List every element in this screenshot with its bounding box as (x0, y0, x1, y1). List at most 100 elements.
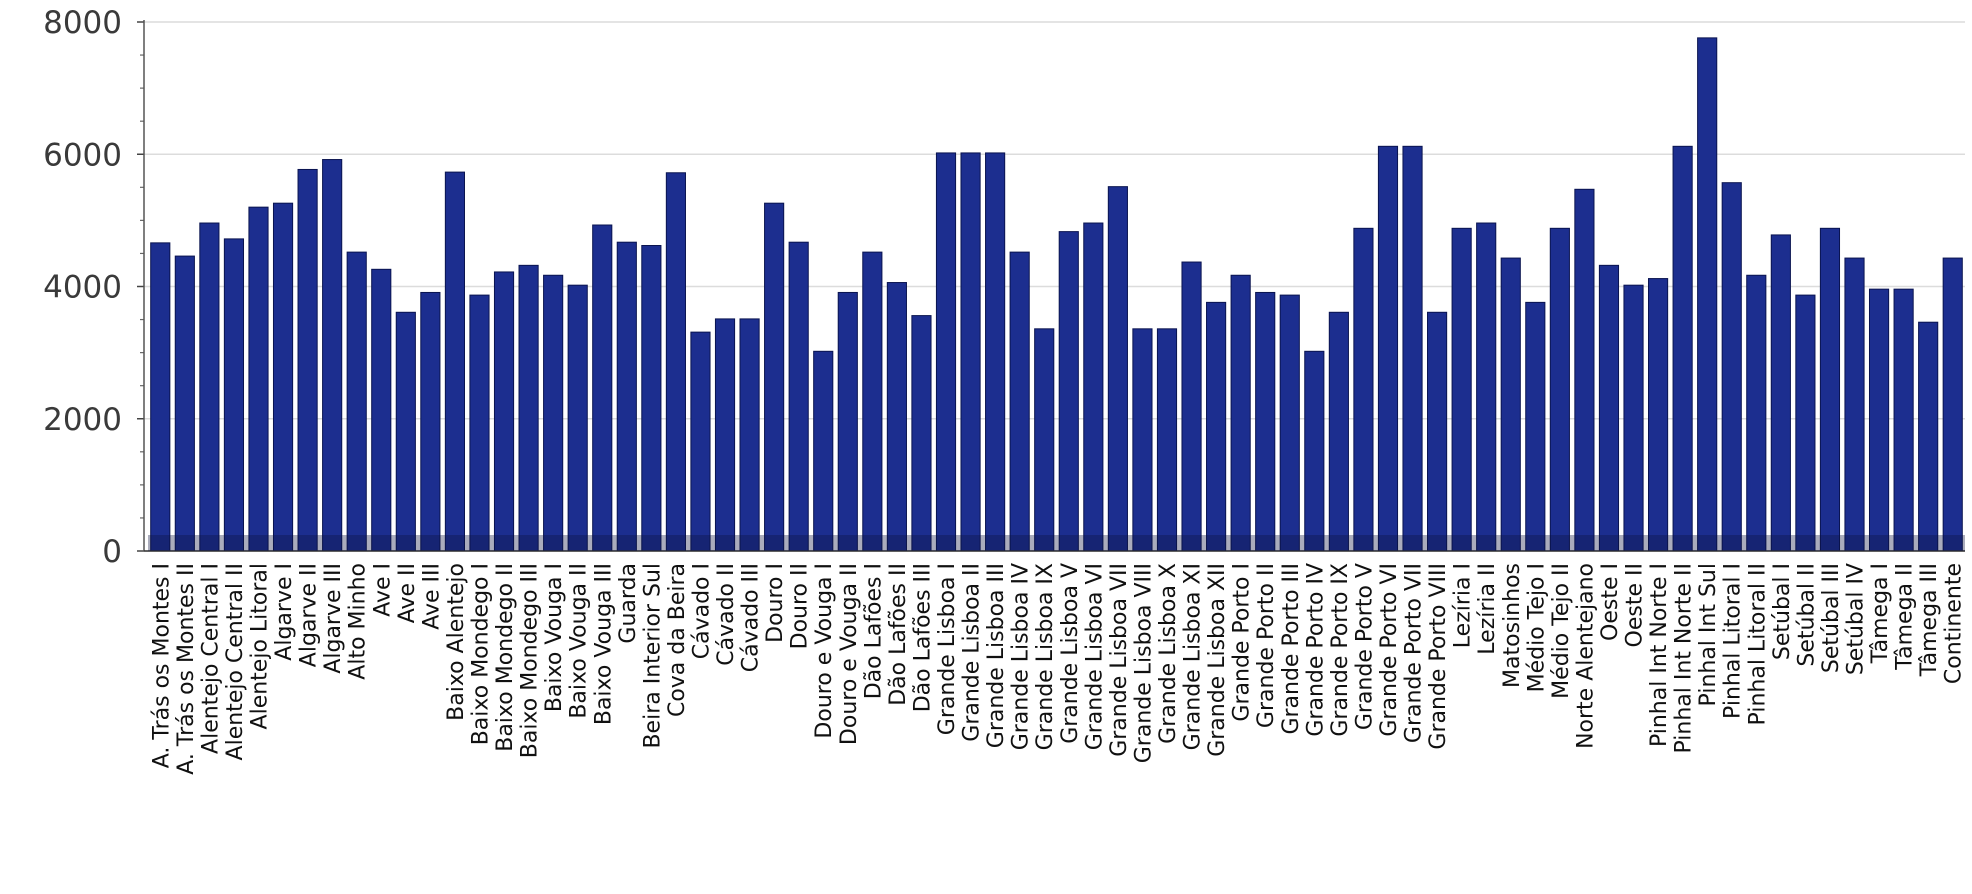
bar (1083, 222, 1104, 552)
x-tick-label: Alentejo Central II (223, 563, 248, 760)
x-tick-label: Ave II (395, 563, 420, 623)
bar (592, 224, 613, 552)
bar (690, 331, 711, 552)
x-tick-label: Alentejo Litoral (247, 563, 272, 729)
bar (1058, 231, 1079, 552)
bar (1107, 186, 1128, 552)
bar (1770, 234, 1791, 552)
bar (493, 271, 515, 552)
x-tick-label: Baixo Vouga III (591, 563, 616, 725)
x-tick-label: Grande Lisboa IV (1009, 563, 1034, 750)
x-tick-label: Baixo Mondego I (468, 563, 493, 745)
bar (272, 202, 294, 552)
bar (1918, 321, 1939, 552)
x-tick-label: Algarve II (297, 563, 322, 667)
bar (174, 255, 195, 552)
x-tick-label: Setúbal II (1794, 563, 1819, 667)
x-tick-label: Pinhal Int Norte II (1672, 563, 1697, 754)
x-tick-label: A. Trás os Montes I (149, 563, 174, 768)
x-tick-label: Alto Minho (346, 563, 371, 680)
bar (567, 284, 588, 552)
x-tick-label: Algarve I (272, 563, 297, 661)
x-tick-label: Grande Porto V (1352, 563, 1377, 730)
x-tick-label: Douro II (788, 563, 813, 649)
y-tick-label: 2000 (43, 402, 122, 438)
x-tick-label: Cávado II (714, 563, 739, 666)
x-tick-label: Tâmega III (1917, 563, 1942, 677)
x-tick-label: Grande Lisboa I (935, 563, 960, 735)
x-tick-label: Tâmega I (1868, 563, 1893, 664)
bar (1206, 301, 1227, 552)
bar (543, 274, 564, 552)
x-tick-label: Grande Lisboa II (960, 563, 985, 742)
y-axis: 0 2000 4000 6000 8000 (43, 5, 145, 570)
x-tick-label: Grande Lisboa VI (1082, 563, 1107, 750)
x-tick-label: Grande Lisboa XI (1181, 563, 1206, 750)
x-tick-label: Grande Lisboa V (1058, 563, 1083, 744)
x-tick-label: Lezíria II (1475, 563, 1500, 655)
bar (1427, 311, 1448, 552)
x-tick-label: Alentejo Central I (198, 563, 223, 754)
bar (886, 282, 907, 552)
bar (641, 245, 662, 552)
x-tick-label: Lezíria I (1451, 563, 1476, 648)
x-tick-label: Dão Lafões I (861, 563, 886, 699)
bar (665, 172, 686, 552)
x-tick-label: Norte Alentejano (1573, 563, 1598, 749)
x-tick-label: Douro e Vouga II (837, 563, 862, 745)
bar (764, 202, 785, 552)
bar (1647, 278, 1669, 552)
y-tick-label: 8000 (43, 5, 122, 41)
bar (1697, 37, 1718, 552)
x-tick-label: Cova da Beira (665, 563, 690, 717)
x-tick-label: Douro I (763, 563, 788, 643)
x-tick-label: Ave I (370, 563, 395, 617)
x-tick-label: Baixo Vouga II (567, 563, 592, 719)
bar (1156, 328, 1178, 552)
bar (518, 264, 539, 552)
x-tick-label: Grande Porto VIII (1426, 563, 1451, 750)
x-tick-label: Grande Lisboa VIII (1131, 563, 1156, 763)
bar (616, 241, 637, 552)
bar (1255, 291, 1276, 552)
bar (1328, 311, 1349, 552)
bar (837, 291, 858, 552)
x-tick-label: Matosinhos (1500, 563, 1525, 688)
bar (1623, 284, 1644, 552)
x-tick-label: Grande Porto VI (1377, 563, 1402, 737)
bar (1598, 264, 1620, 552)
bar (297, 168, 318, 552)
x-tick-label: Grande Lisboa IX (1033, 563, 1058, 750)
bar (1672, 145, 1693, 552)
x-tick-label: Guarda (616, 563, 641, 644)
x-tick-label: Grande Porto IX (1328, 563, 1353, 737)
bar (1942, 257, 1963, 552)
bar (444, 171, 466, 552)
bar (813, 350, 834, 552)
x-tick-label: Grande Porto II (1254, 563, 1279, 728)
x-tick-label: Dão Lafões III (910, 563, 935, 712)
bar (960, 152, 981, 552)
x-tick-label: Grande Lisboa XII (1205, 563, 1230, 757)
y-tick-label: 6000 (43, 137, 122, 173)
bar (346, 251, 367, 552)
bar (1721, 182, 1742, 552)
y-tick-label: 0 (102, 534, 122, 570)
x-tick-label: Grande Porto I (1230, 563, 1255, 722)
x-tick-label: Grande Porto VII (1402, 563, 1427, 743)
bar (322, 159, 343, 552)
x-tick-label: Tâmega II (1893, 563, 1918, 671)
x-tick-label: Grande Lisboa X (1156, 563, 1181, 744)
x-tick-label: Douro e Vouga I (812, 563, 837, 739)
x-tick-label: Oeste II (1623, 563, 1648, 647)
bar (248, 206, 269, 552)
bar (1304, 350, 1325, 552)
bar (1034, 328, 1055, 552)
bar (1181, 261, 1202, 552)
x-tick-label: Baixo Mondego II (493, 563, 518, 752)
bar (985, 152, 1006, 552)
x-tick-label: Beira Interior Sul (640, 563, 665, 749)
bar (1009, 251, 1030, 552)
bar (739, 318, 760, 552)
bar (1279, 294, 1300, 552)
